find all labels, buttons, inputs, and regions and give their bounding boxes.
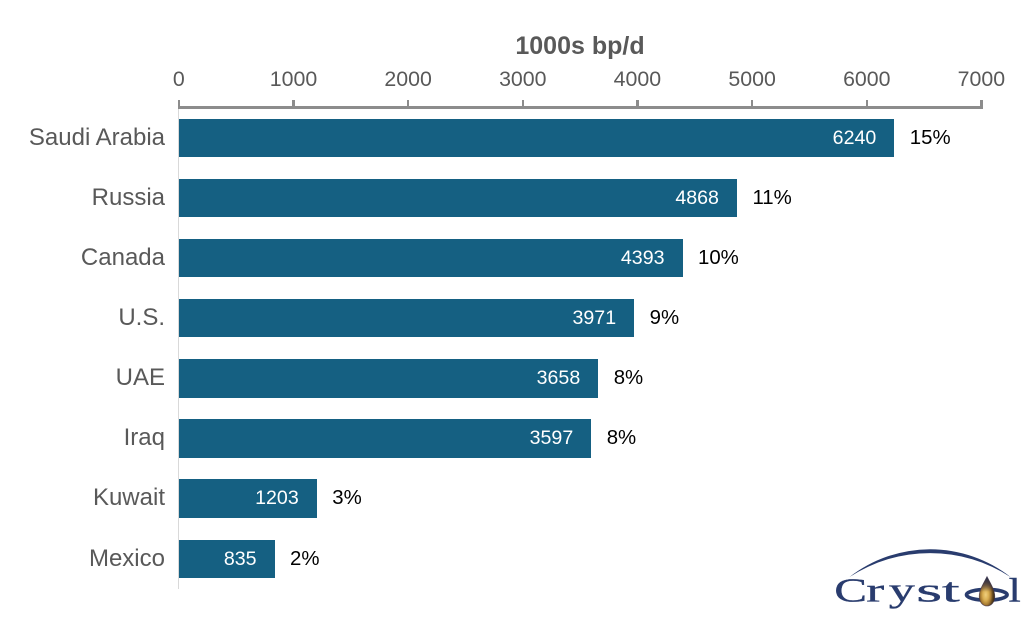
svg-text:r: r	[866, 572, 884, 609]
svg-text:y: y	[889, 572, 915, 609]
svg-text:C: C	[834, 572, 867, 609]
svg-text:l: l	[1009, 572, 1021, 609]
svg-text:s: s	[916, 572, 942, 609]
svg-text:t: t	[942, 572, 961, 609]
